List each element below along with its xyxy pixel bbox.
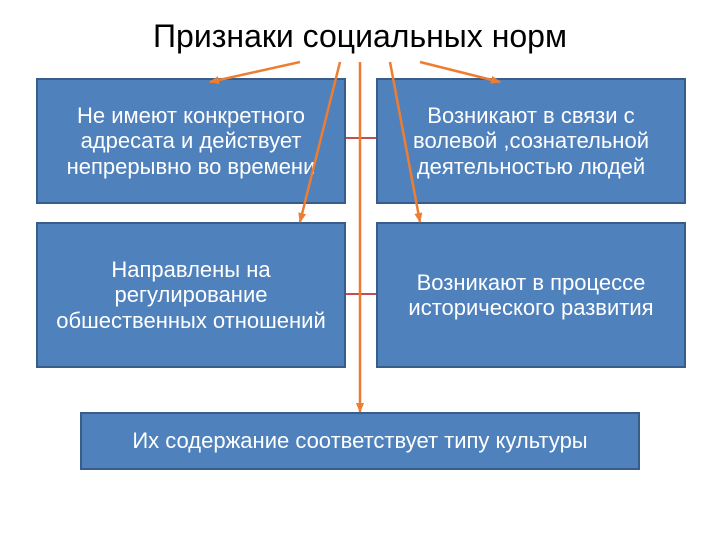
box-5-text: Их содержание соответствует типу культур… <box>132 428 587 453</box>
box-1-text: Не имеют конкретного адресата и действуе… <box>46 103 336 179</box>
box-5: Их содержание соответствует типу культур… <box>80 412 640 470</box>
box-1: Не имеют конкретного адресата и действуе… <box>36 78 346 204</box>
box-2-text: Возникают в связи с волевой ,сознательно… <box>386 103 676 179</box>
box-2: Возникают в связи с волевой ,сознательно… <box>376 78 686 204</box>
box-4: Возникают в процессе исторического разви… <box>376 222 686 368</box>
box-3-text: Направлены на регулирование обшественных… <box>46 257 336 333</box>
diagram-title: Признаки социальных норм <box>80 18 640 68</box>
box-4-text: Возникают в процессе исторического разви… <box>386 270 676 321</box>
diagram-stage: Признаки социальных норм Не имеют конкре… <box>0 0 720 540</box>
box-3: Направлены на регулирование обшественных… <box>36 222 346 368</box>
